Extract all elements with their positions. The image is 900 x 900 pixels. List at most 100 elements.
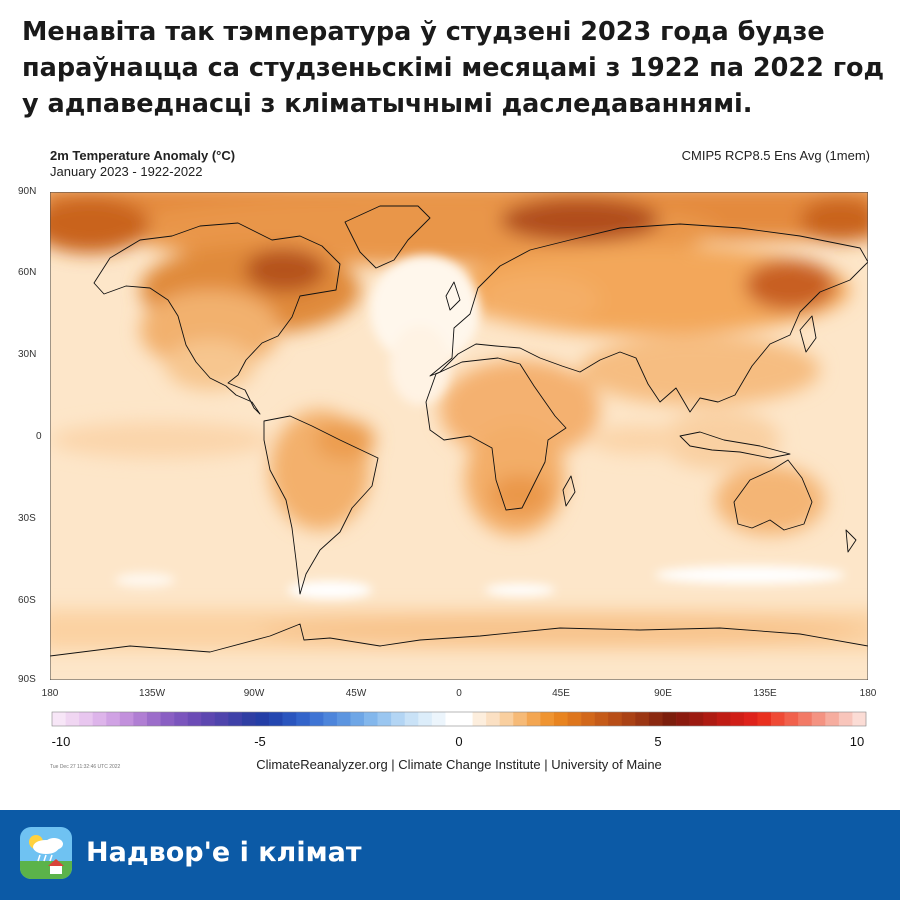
scale-swatch: [201, 712, 216, 726]
lat-label: 30S: [18, 513, 36, 524]
lon-label: 90E: [654, 688, 672, 699]
credit-line: ClimateReanalyzer.org | Climate Change I…: [256, 757, 662, 772]
headline-line-1: Менавіта так тэмпература ў студзені 2023…: [22, 17, 825, 47]
scale-swatch: [309, 712, 324, 726]
scale-swatch: [757, 712, 772, 726]
scale-swatch: [567, 712, 582, 726]
lon-label: 180: [41, 688, 59, 699]
color-scale-bar: [51, 711, 867, 727]
weather-app-icon: [20, 827, 72, 879]
lat-label: 30N: [18, 349, 37, 360]
scale-swatch: [703, 712, 718, 726]
scale-swatch: [621, 712, 636, 726]
scale-swatch: [581, 712, 595, 726]
lat-label: 0: [36, 431, 42, 442]
scale-swatch: [716, 712, 731, 726]
scale-swatch: [472, 712, 487, 726]
scale-border: [51, 711, 867, 727]
indonesia-outline: [679, 431, 791, 459]
lon-label: 90W: [243, 688, 265, 699]
map-title: 2m Temperature Anomaly (°C): [50, 148, 236, 163]
scale-swatch: [391, 712, 406, 726]
temperature-anomaly-figure: 2m Temperature Anomaly (°C) January 2023…: [0, 140, 900, 780]
scale-swatch: [743, 712, 758, 726]
anomaly-field: [50, 192, 868, 650]
headline: Менавіта так тэмпература ў студзені 2023…: [22, 14, 885, 122]
japan-outline: [799, 315, 817, 353]
lon-label: 180: [859, 688, 877, 699]
map-model-label: CMIP5 RCP8.5 Ens Avg (1mem): [681, 148, 870, 163]
lon-label: 135W: [138, 688, 166, 699]
lat-label: 60N: [18, 267, 37, 278]
neutral-zones: [115, 255, 845, 599]
scale-swatch: [811, 712, 826, 726]
scale-swatch: [825, 712, 840, 726]
footer-title: Надвор'е і клімат: [86, 837, 362, 868]
scale-swatch: [852, 712, 867, 726]
scale-swatch: [296, 712, 311, 726]
africa-outline: [425, 357, 567, 511]
scale-swatch: [92, 712, 107, 726]
antarctica-outline: [50, 623, 868, 657]
lat-label: 90S: [18, 674, 36, 685]
scale-swatch: [65, 712, 80, 726]
scale-swatch: [608, 712, 623, 726]
scale-swatch: [662, 712, 677, 726]
scale-swatch: [526, 712, 541, 726]
scale-swatch: [119, 712, 134, 726]
headline-line-2: параўнацца са студзеньскімі месяцамі з 1…: [22, 53, 885, 83]
scale-swatch: [838, 712, 853, 726]
scale-swatch: [241, 712, 256, 726]
scale-swatch: [323, 712, 338, 726]
coastlines: [50, 205, 868, 657]
scale-swatch: [459, 712, 473, 726]
headline-line-3: у адпаведнасці з кліматычнымі даследаван…: [22, 89, 753, 119]
scale-swatch: [635, 712, 650, 726]
scale-swatch: [364, 712, 378, 726]
scale-swatch: [350, 712, 365, 726]
scale-swatch: [160, 712, 175, 726]
scale-swatch: [377, 712, 392, 726]
scale-swatch: [553, 712, 568, 726]
eurasia-outline: [429, 223, 868, 413]
lon-label: 45E: [552, 688, 570, 699]
australia-outline: [733, 459, 813, 531]
scale-label: -10: [51, 734, 71, 749]
scale-swatch: [499, 712, 514, 726]
scale-swatch: [228, 712, 243, 726]
scale-swatch: [771, 712, 785, 726]
footer-bar: Надвор'е і клімат: [0, 810, 900, 900]
lon-label: 135E: [753, 688, 777, 699]
scale-swatch: [648, 712, 663, 726]
scale-swatch: [689, 712, 704, 726]
scale-swatch: [106, 712, 121, 726]
scale-swatch: [282, 712, 297, 726]
lon-label: 45W: [345, 688, 367, 699]
scale-swatch: [255, 712, 270, 726]
scale-label: 0: [455, 734, 463, 749]
lat-label: 60S: [18, 595, 36, 606]
madagascar-outline: [562, 475, 576, 507]
south-america-outline: [263, 415, 379, 595]
anomaly-map: [50, 192, 868, 680]
map-subtitle: January 2023 - 1922-2022: [50, 164, 203, 179]
scale-swatch: [445, 712, 460, 726]
scale-swatch: [146, 712, 161, 726]
scale-label: 5: [654, 734, 662, 749]
scale-swatch: [486, 712, 500, 726]
north-america-outline: [93, 222, 341, 415]
greenland-outline: [344, 205, 431, 269]
scale-swatch: [404, 712, 419, 726]
lon-label: 0: [456, 688, 462, 699]
scale-swatch: [214, 712, 229, 726]
scale-swatch: [540, 712, 555, 726]
scale-swatch: [52, 712, 66, 726]
uk-outline: [445, 281, 461, 311]
scale-swatch: [513, 712, 528, 726]
scale-swatch: [174, 712, 188, 726]
scale-swatch: [594, 712, 609, 726]
scale-swatch: [336, 712, 351, 726]
scale-swatch: [784, 712, 799, 726]
timestamp: Tue Dec 27 11:32:46 UTC 2022: [50, 764, 121, 770]
scale-swatch: [79, 712, 93, 726]
